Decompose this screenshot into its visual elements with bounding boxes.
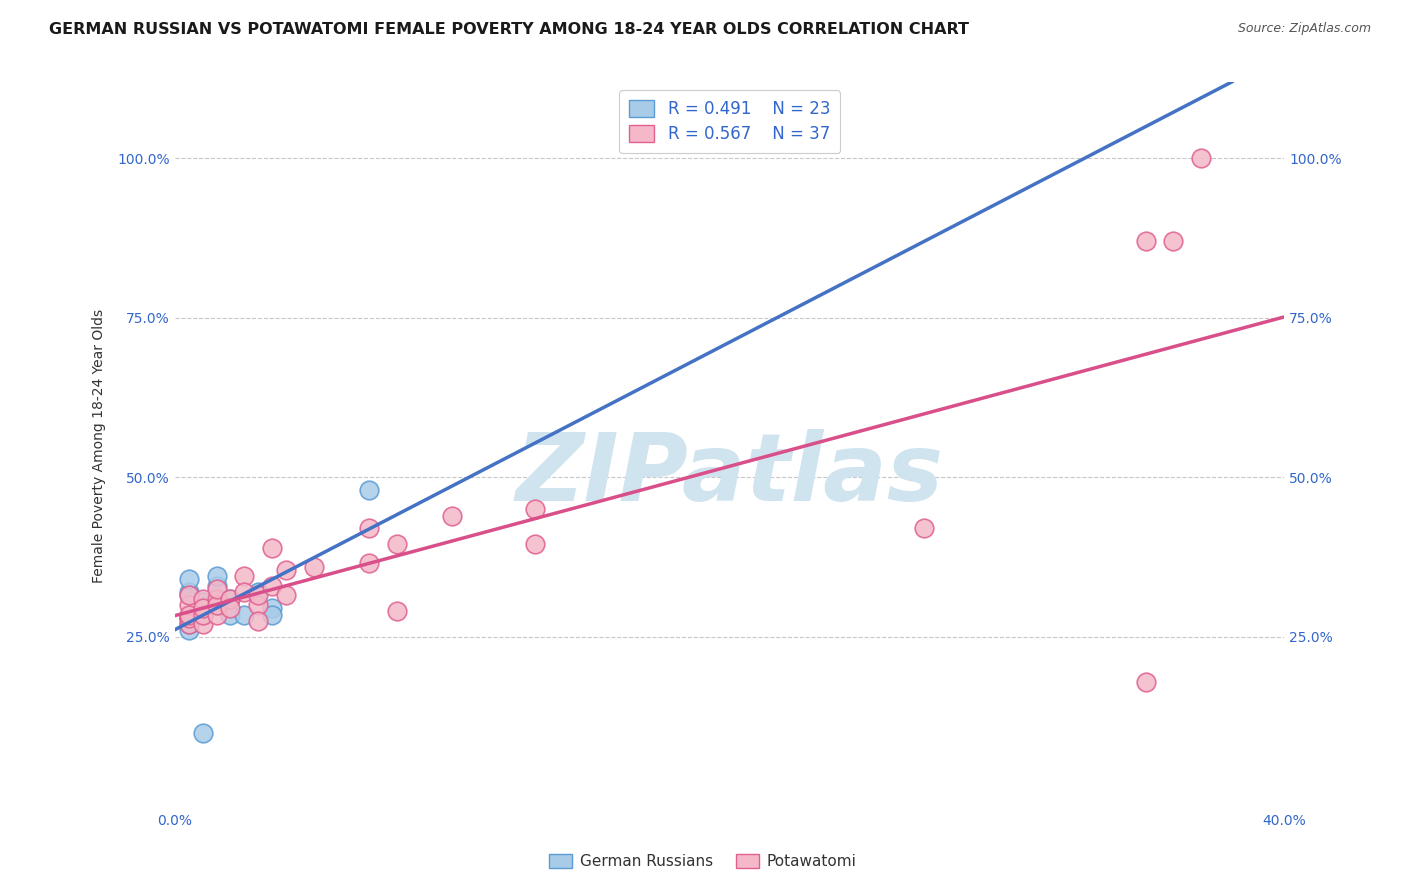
Point [205, 598, 228, 612]
Point [219, 591, 242, 606]
Point [441, 508, 464, 523]
Point [177, 611, 200, 625]
Point [205, 598, 228, 612]
Point [233, 585, 256, 599]
Point [260, 541, 283, 555]
Point [302, 559, 325, 574]
Legend: German Russians, Potawatomi: German Russians, Potawatomi [543, 848, 863, 875]
Point [177, 611, 200, 625]
Point [1135, 235, 1157, 249]
Point [1163, 235, 1185, 249]
Point [191, 595, 214, 609]
Point [205, 598, 228, 612]
Point [191, 607, 214, 622]
Point [524, 502, 547, 516]
Point [524, 537, 547, 551]
Point [191, 607, 214, 622]
Point [177, 611, 200, 625]
Point [177, 624, 200, 638]
Point [385, 537, 408, 551]
Point [205, 591, 228, 606]
Point [274, 588, 297, 602]
Point [191, 617, 214, 632]
Text: Source: ZipAtlas.com: Source: ZipAtlas.com [1237, 22, 1371, 36]
Point [260, 579, 283, 593]
Point [177, 598, 200, 612]
Point [205, 569, 228, 583]
Y-axis label: Female Poverty Among 18-24 Year Olds: Female Poverty Among 18-24 Year Olds [93, 309, 107, 582]
Point [274, 563, 297, 577]
Point [205, 582, 228, 596]
Point [191, 591, 214, 606]
Point [1135, 674, 1157, 689]
Point [177, 617, 200, 632]
Point [177, 588, 200, 602]
Point [260, 601, 283, 615]
Point [177, 585, 200, 599]
Point [233, 569, 256, 583]
Point [205, 579, 228, 593]
Point [205, 607, 228, 622]
Point [357, 557, 380, 571]
Text: GERMAN RUSSIAN VS POTAWATOMI FEMALE POVERTY AMONG 18-24 YEAR OLDS CORRELATION CH: GERMAN RUSSIAN VS POTAWATOMI FEMALE POVE… [49, 22, 969, 37]
Text: ZIPatlas: ZIPatlas [516, 428, 943, 521]
Point [191, 607, 214, 622]
Point [385, 604, 408, 618]
Point [177, 607, 200, 622]
Point [1189, 152, 1212, 166]
Point [247, 598, 270, 612]
Point [219, 607, 242, 622]
Point [357, 521, 380, 535]
Point [247, 585, 270, 599]
Point [357, 483, 380, 497]
Point [219, 591, 242, 606]
Point [247, 614, 270, 628]
Point [191, 604, 214, 618]
Point [912, 521, 935, 535]
Point [177, 573, 200, 587]
Point [233, 607, 256, 622]
Point [191, 725, 214, 739]
Point [177, 617, 200, 632]
Point [177, 588, 200, 602]
Point [191, 601, 214, 615]
Point [247, 588, 270, 602]
Point [260, 607, 283, 622]
Point [219, 601, 242, 615]
Legend: R = 0.491    N = 23, R = 0.567    N = 37: R = 0.491 N = 23, R = 0.567 N = 37 [619, 90, 839, 153]
